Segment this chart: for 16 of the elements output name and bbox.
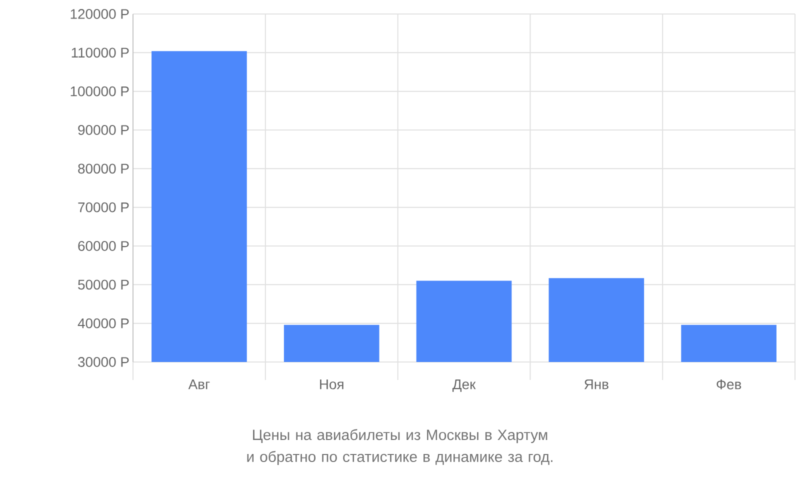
x-tick-label: Дек — [452, 380, 476, 392]
y-tick-label: 90000 Р — [78, 125, 129, 135]
y-tick-label: 120000 Р — [70, 9, 129, 19]
x-tick-label: Авг — [188, 380, 210, 390]
x-tick-label: Ноя — [320, 380, 344, 390]
y-tick-label: 50000 Р — [78, 280, 129, 290]
y-tick-label: 110000 Р — [72, 48, 129, 58]
y-tick-label: 60000 Р — [78, 241, 129, 251]
y-tick-label: 40000 Р — [78, 318, 129, 328]
y-tick-label: 100000 Р — [70, 86, 129, 96]
text: Цены на авиабилеты из Москвы в Хартум и обратно по статистике в динамике за год. — [247, 429, 552, 465]
x-tick-label: Фев — [716, 380, 742, 390]
y-tick-label: 70000 Р — [78, 202, 129, 212]
y-tick-label: 80000 Р — [78, 164, 129, 174]
x-tick-label: Янв — [584, 380, 608, 390]
y-tick-label: 30000 Р — [78, 357, 129, 367]
